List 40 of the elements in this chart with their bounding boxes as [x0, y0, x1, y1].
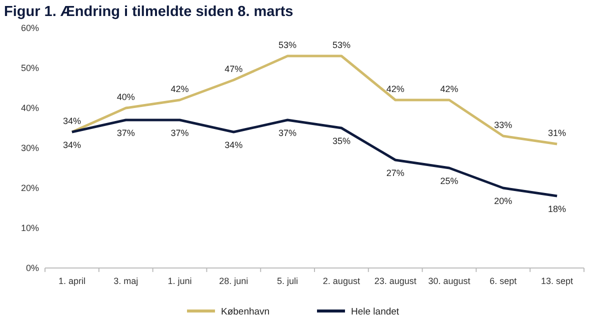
x-tick-label: 28. juni	[219, 276, 248, 286]
y-tick-label: 20%	[20, 183, 39, 194]
legend-label: København	[221, 306, 270, 318]
chart-title: Figur 1. Ændring i tilmeldte siden 8. marts	[4, 4, 294, 20]
x-tick-label: 30. august	[428, 276, 471, 286]
x-tick-label: 23. august	[374, 276, 417, 286]
data-label: 53%	[332, 40, 350, 50]
data-label: 37%	[116, 128, 135, 138]
x-tick-label: 1. juni	[168, 276, 192, 286]
data-label: 27%	[386, 168, 404, 178]
x-tick-label: 2. august	[322, 276, 360, 286]
data-label: 34%	[62, 140, 81, 150]
data-label: 42%	[440, 84, 458, 94]
x-tick-label: 5. juli	[277, 276, 298, 286]
data-label: 47%	[224, 64, 243, 74]
data-label: 33%	[494, 120, 512, 130]
x-tick-label: 13. sept	[541, 276, 574, 286]
data-label: 37%	[278, 128, 297, 138]
y-tick-label: 10%	[20, 223, 39, 234]
data-label: 40%	[116, 92, 135, 102]
data-label: 53%	[278, 40, 297, 50]
data-label: 34%	[62, 116, 81, 126]
y-tick-label: 40%	[20, 103, 39, 114]
x-tick-label: 1. april	[58, 276, 86, 286]
y-tick-label: 60%	[20, 23, 39, 34]
data-label: 37%	[170, 128, 189, 138]
data-label: 34%	[224, 140, 243, 150]
x-tick-label: 3. maj	[114, 276, 138, 286]
data-label: 35%	[332, 136, 350, 146]
data-label: 31%	[548, 128, 566, 138]
data-label: 25%	[440, 176, 458, 186]
y-tick-label: 0%	[26, 263, 39, 274]
x-tick-label: 6. sept	[490, 276, 518, 286]
legend-label: Hele landet	[351, 306, 400, 318]
data-label: 42%	[170, 84, 189, 94]
y-tick-label: 30%	[20, 143, 39, 154]
data-label: 18%	[548, 204, 566, 214]
data-label: 20%	[494, 196, 512, 206]
y-tick-label: 50%	[20, 63, 39, 74]
data-label: 42%	[386, 84, 404, 94]
